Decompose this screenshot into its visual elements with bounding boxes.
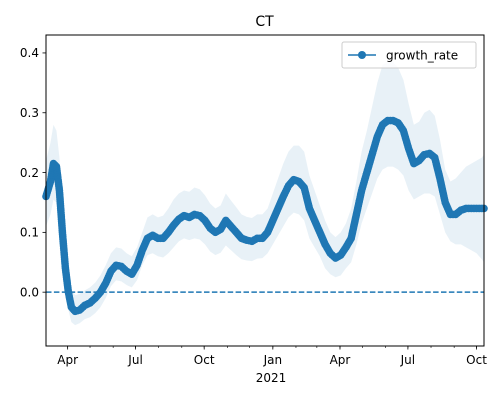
x-tick-label: Jul [127, 353, 142, 367]
x-tick-label: Apr [57, 353, 78, 367]
confidence-band [46, 61, 484, 326]
x-tick-label: Apr [330, 353, 351, 367]
plot-frame [45, 34, 485, 347]
x-tick-label: Jul [400, 353, 415, 367]
x-tick-label: Oct [466, 353, 487, 367]
y-tick-label: 0.1 [20, 226, 39, 240]
y-tick-label: 0.0 [20, 285, 39, 299]
legend-label: growth_rate [386, 48, 458, 62]
y-tick-label: 0.2 [20, 166, 39, 180]
legend-box [341, 41, 477, 69]
x-tick-label: Jan [263, 353, 283, 367]
axes: 0.0 0.1 0.2 0.3 0.4 Apr Jul Oct Jan Apr Jul Oct [20, 34, 487, 367]
legend: growth_rate [341, 41, 477, 69]
y-tick-label: 0.4 [20, 46, 39, 60]
x-axis-label: 2021 [256, 371, 287, 385]
growth-rate-markers [42, 116, 488, 316]
plot-area [42, 61, 488, 326]
y-tick-label: 0.3 [20, 106, 39, 120]
chart-title: CT [255, 14, 274, 30]
x-tick-label: Oct [194, 353, 215, 367]
legend-marker [358, 51, 366, 59]
